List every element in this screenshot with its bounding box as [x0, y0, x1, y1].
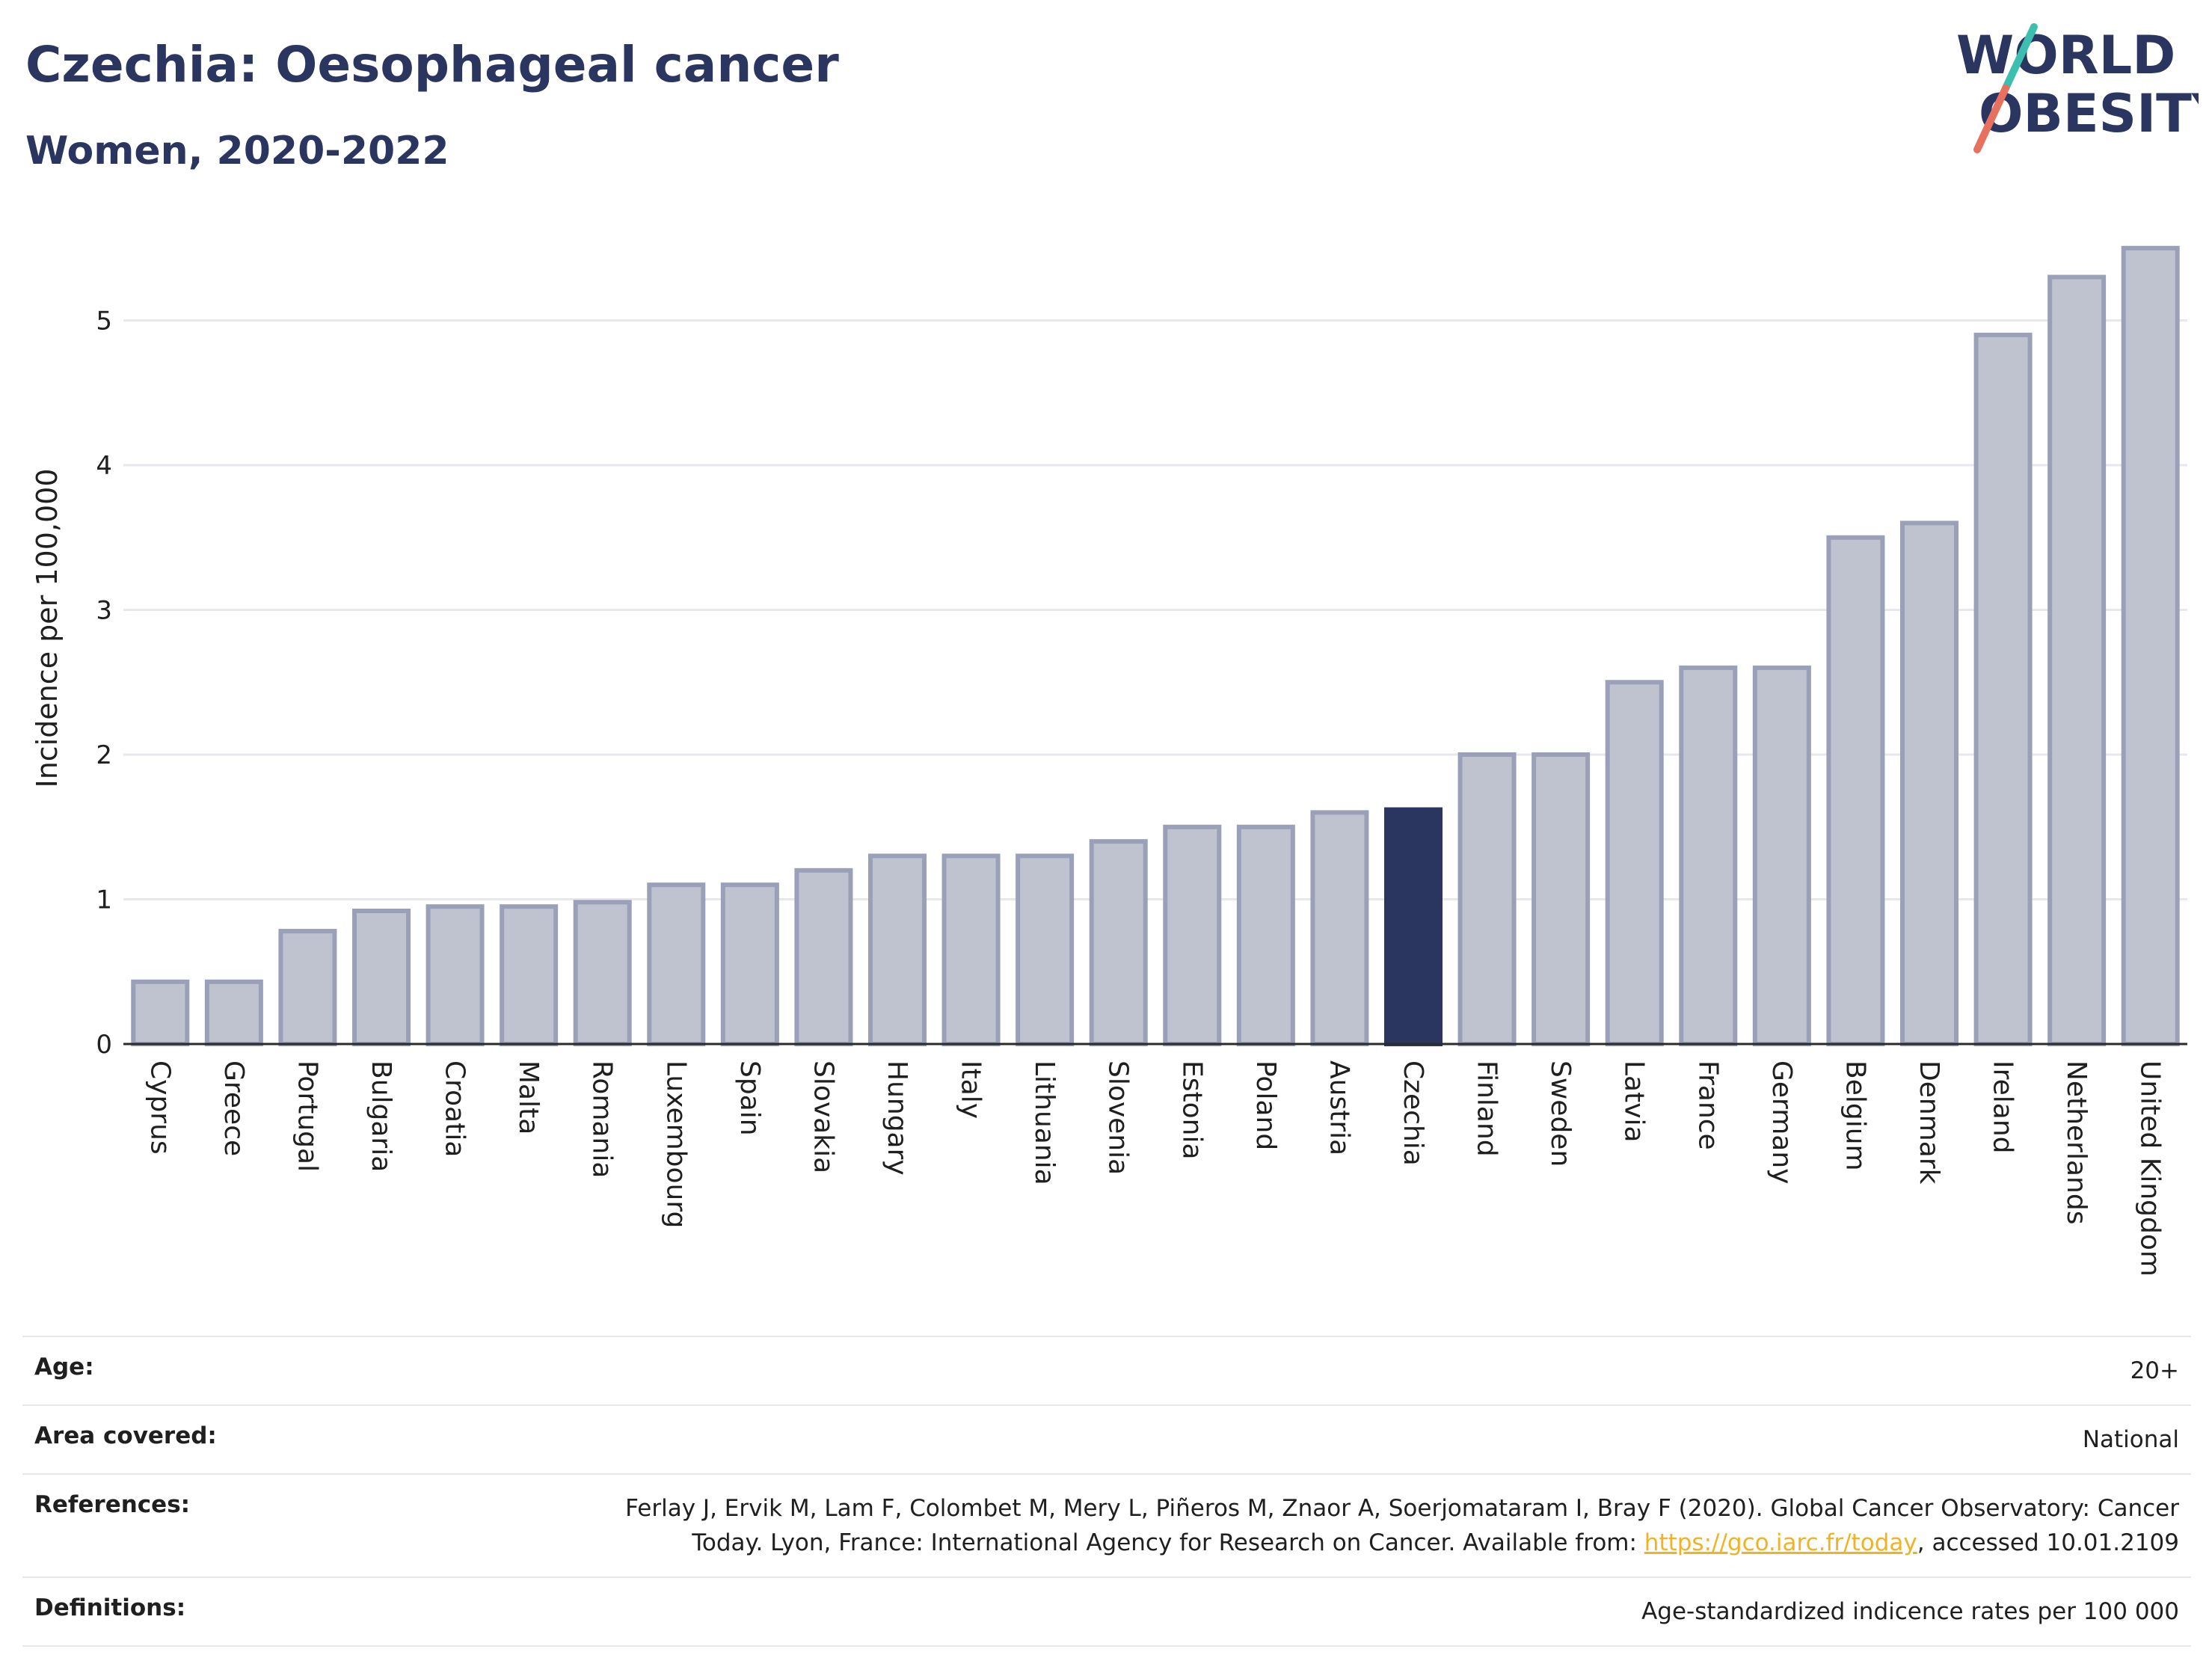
x-tick-label: Romania [587, 1060, 618, 1178]
references-label: References: [34, 1491, 191, 1518]
y-tick-label: 4 [96, 451, 112, 481]
bar-italy [941, 853, 1001, 1046]
bar-romania [573, 900, 632, 1046]
bar-spain [720, 882, 779, 1047]
bar-slovakia [794, 868, 853, 1047]
bar-ireland [1973, 332, 2033, 1047]
chart-title: Czechia: Oesophageal cancer [25, 36, 839, 93]
bar-netherlands [2047, 274, 2107, 1047]
x-tick-label: Italy [956, 1060, 986, 1119]
y-axis-title: Incidence per 100,000 [31, 468, 64, 787]
x-tick-label: Cyprus [144, 1060, 175, 1155]
x-tick-label: Germany [1766, 1060, 1797, 1184]
definitions-label: Definitions: [34, 1594, 186, 1621]
x-tick-label: Spain [734, 1060, 765, 1136]
x-tick-label: France [1692, 1060, 1723, 1150]
references-text: Ferlay J, Ervik M, Lam F, Colombet M, Me… [625, 1495, 2179, 1556]
age-label: Age: [34, 1354, 94, 1381]
bar-portugal [278, 929, 337, 1046]
bar-latvia [1605, 680, 1664, 1046]
bar-denmark [1900, 521, 1958, 1046]
bar-belgium [1826, 535, 1885, 1046]
bar-poland [1236, 824, 1295, 1046]
references-value: Ferlay J, Ervik M, Lam F, Colombet M, Me… [579, 1491, 2179, 1560]
bar-germany [1752, 665, 1811, 1047]
age-value: 20+ [2130, 1357, 2179, 1384]
world-obesity-logo: WORLD OBESITY [1956, 23, 2199, 153]
y-tick-label: 3 [96, 596, 112, 626]
x-tick-label: Bulgaria [366, 1060, 396, 1172]
area-value: National [2082, 1426, 2179, 1453]
x-tick-label: Denmark [1914, 1060, 1944, 1185]
bar-estonia [1163, 824, 1222, 1046]
area-label: Area covered: [34, 1422, 217, 1449]
logo-slash-coral [1973, 85, 2009, 153]
bar-czechia [1384, 807, 1443, 1047]
meta-row-age: Age: 20+ [22, 1336, 2191, 1404]
logo-text-world: WORLD [1956, 25, 2175, 86]
bar-malta [500, 904, 559, 1047]
bar-chart: 0 1 2 3 4 5 Incidence per 100,000 Cyprus Greece P… [31, 245, 2187, 1277]
x-tick-label: Finland [1472, 1060, 1502, 1157]
x-tick-label: Netherlands [2061, 1060, 2092, 1224]
x-tick-label: Slovakia [808, 1060, 838, 1173]
meta-row-area: Area covered: National [22, 1404, 2191, 1473]
y-tick-label: 5 [96, 307, 112, 337]
bar-united-kingdom [2121, 245, 2180, 1046]
bar-greece [204, 979, 263, 1047]
bar-hungary [868, 853, 927, 1046]
x-tick-label: Slovenia [1103, 1060, 1134, 1175]
meta-row-references: References: Ferlay J, Ervik M, Lam F, Co… [22, 1473, 2191, 1576]
bar-austria [1310, 810, 1369, 1047]
x-tick-label: Belgium [1840, 1060, 1870, 1171]
bar-sweden [1531, 752, 1591, 1046]
y-tick-label: 2 [96, 740, 112, 770]
bar-france [1679, 665, 1738, 1047]
logo-text-obesity: OBESITY [1979, 83, 2199, 144]
x-tick-label: Hungary [882, 1060, 912, 1176]
meta-row-definitions: Definitions: Age-standardized indicence … [22, 1576, 2191, 1647]
x-tick-label: Estonia [1176, 1060, 1207, 1160]
x-tick-label: Lithuania [1029, 1060, 1060, 1185]
bar-bulgaria [352, 908, 411, 1046]
references-link[interactable]: https://gco.iarc.fr/today [1644, 1529, 1917, 1556]
bar-luxembourg [647, 882, 706, 1047]
definitions-value: Age-standardized indicence rates per 100… [1641, 1598, 2179, 1625]
chart-subtitle: Women, 2020-2022 [25, 129, 449, 174]
x-tick-label: United Kingdom [2135, 1060, 2166, 1277]
x-tick-label: Luxembourg [660, 1060, 691, 1228]
x-tick-label: Greece [218, 1060, 249, 1156]
x-tick-label: Latvia [1619, 1060, 1650, 1143]
bar-finland [1457, 752, 1517, 1046]
metadata-table: Age: 20+ Area covered: National Referenc… [22, 1336, 2191, 1647]
x-tick-label: Austria [1324, 1060, 1354, 1155]
logo-slash-teal [2002, 23, 2038, 92]
x-tick-label: Sweden [1545, 1060, 1576, 1167]
y-tick-label: 1 [96, 885, 112, 915]
bar-slovenia [1089, 839, 1148, 1046]
bar-cyprus [131, 979, 190, 1047]
x-tick-label: Czechia [1398, 1060, 1428, 1166]
x-tick-label: Poland [1250, 1060, 1281, 1150]
y-tick-label: 0 [96, 1030, 112, 1060]
bar-lithuania [1016, 853, 1075, 1046]
x-tick-label: Portugal [292, 1060, 322, 1172]
references-accessed: , accessed 10.01.2109 [1917, 1529, 2179, 1556]
x-tick-label: Ireland [1988, 1060, 2018, 1154]
x-tick-label: Malta [513, 1060, 544, 1134]
x-tick-label: Croatia [440, 1060, 470, 1157]
bar-croatia [425, 904, 485, 1047]
